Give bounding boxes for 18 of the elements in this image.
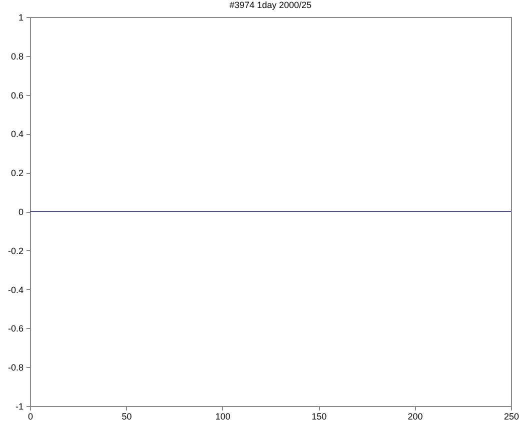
- y-tick-label: -1: [15, 402, 24, 412]
- y-tick-label: -0.4: [8, 284, 24, 295]
- y-tick-label: -0.8: [8, 362, 24, 373]
- chart-title: #3974 1day 2000/25: [229, 0, 312, 10]
- x-tick-label: 250: [504, 412, 519, 422]
- x-tick-label: 150: [312, 412, 327, 422]
- y-tick-label: 0.6: [10, 90, 24, 100]
- y-tick-label: 0.4: [10, 129, 24, 140]
- x-tick-label: 50: [122, 412, 132, 422]
- y-tick-label: -0.6: [8, 324, 24, 334]
- y-tick-label: 0: [18, 207, 24, 217]
- y-tick-label: 0.8: [10, 51, 24, 62]
- y-tick-label: -0.2: [8, 246, 24, 256]
- x-tick-label: 100: [215, 412, 230, 422]
- x-tick-label: 200: [408, 412, 423, 422]
- y-tick-label: 1: [18, 12, 24, 22]
- y-tick-label: 0.2: [10, 168, 24, 178]
- x-tick-label: 0: [28, 412, 34, 422]
